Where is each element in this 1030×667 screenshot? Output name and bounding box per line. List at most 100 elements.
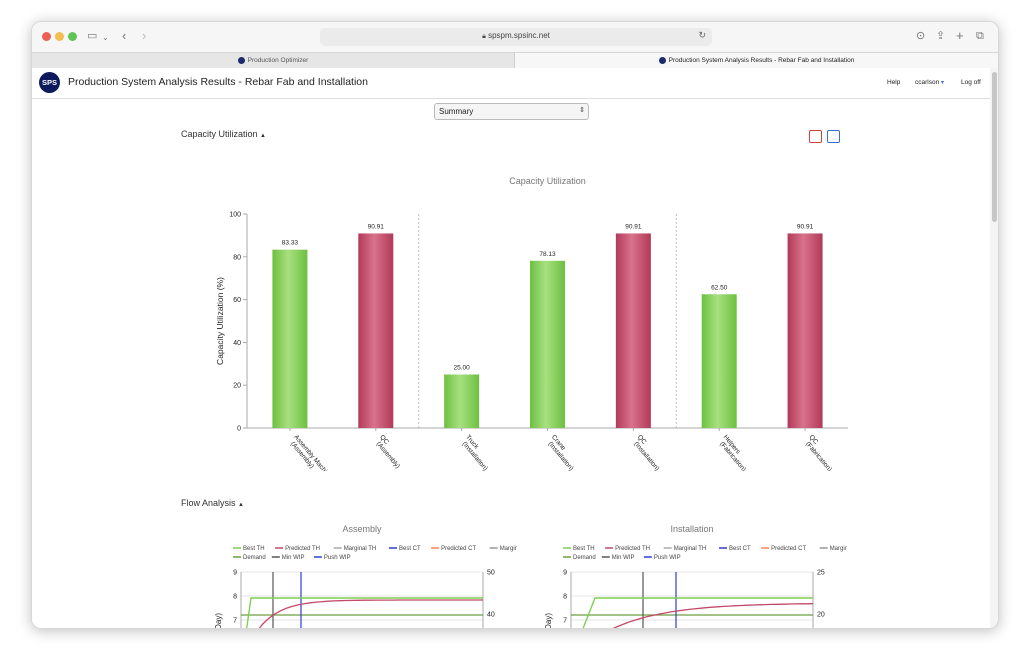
best-th-line [582, 597, 813, 628]
bar[interactable] [358, 233, 394, 428]
user-menu[interactable]: ccarlson ▾ [915, 79, 944, 86]
y-tick-label: 60 [233, 297, 241, 304]
x-tick-label: Helpers(Fabrication) [716, 434, 752, 471]
flow-chart-title: Installation [670, 524, 713, 534]
scrollbar-thumb[interactable] [992, 72, 997, 222]
tab-bar: Production Optimizer Production System A… [32, 52, 998, 69]
legend-label[interactable]: Push WIP [654, 555, 681, 561]
download-icon[interactable]: ⊙ [916, 30, 926, 42]
legend-label[interactable]: Predicted TH [615, 546, 650, 552]
legend-label[interactable]: Best TH [243, 546, 265, 552]
app-header: SPS Production System Analysis Results -… [32, 68, 990, 99]
y-tick-label: 7 [233, 618, 237, 625]
user-name: ccarlson [915, 79, 940, 86]
capacity-utilization-chart: Capacity Utilization 0 20 40 60 80 100 Capacity… [215, 176, 848, 471]
y-tick-label: 8 [233, 594, 237, 601]
y-tick-label: 100 [229, 212, 241, 219]
address-bar[interactable]: 🔒︎ spspm.spsinc.net ↻ [320, 28, 712, 46]
best-th-line [246, 597, 483, 628]
y-tick-label: 80 [233, 254, 241, 261]
y-tick-label: 40 [233, 340, 241, 347]
lock-icon: 🔒︎ [482, 33, 486, 40]
close-window-button[interactable] [42, 32, 51, 41]
capacity-section-toggle[interactable]: Capacity Utilization ▲ [181, 129, 266, 139]
back-icon[interactable]: ‹ [122, 28, 127, 43]
bar-data-label: 78.13 [539, 251, 556, 258]
pdf-export-icon[interactable] [809, 130, 822, 143]
url-text: spspm.spsinc.net [488, 31, 550, 40]
y-tick-label: 8 [563, 594, 567, 601]
legend-label[interactable]: Best TH [573, 546, 595, 552]
legend-label[interactable]: Marginal CT [500, 546, 517, 552]
legend-label[interactable]: Push WIP [324, 555, 351, 561]
y-tick-label: 20 [233, 383, 241, 390]
capacity-section-title: Capacity Utilization [181, 129, 258, 139]
chart-title: Capacity Utilization [509, 176, 586, 186]
x-tick-label: Truck(Installation) [459, 434, 494, 471]
installation-flow-chart: Installation Best TH Predicted TH Marginal … [544, 524, 847, 628]
updown-arrow-icon: ⇕ [579, 107, 585, 114]
assembly-flow-chart: Assembly Best TH Predicted TH Marginal TH Be… [214, 524, 517, 628]
zoom-window-button[interactable] [68, 32, 77, 41]
sps-logo[interactable]: SPS [39, 72, 60, 93]
bar[interactable] [444, 374, 480, 429]
scrollbar[interactable] [990, 68, 998, 628]
bar-data-label: 90.91 [368, 223, 385, 230]
x-tick-label: QC(Installation) [630, 434, 665, 471]
favicon-icon [237, 56, 245, 64]
flow-section-toggle[interactable]: Flow Analysis ▲ [181, 498, 244, 508]
legend-label[interactable]: Predicted CT [771, 546, 806, 552]
bar[interactable] [272, 249, 308, 428]
y2-tick-label: 25 [817, 570, 825, 577]
tab-production-optimizer[interactable]: Production Optimizer [32, 53, 515, 68]
reload-icon[interactable]: ↻ [698, 30, 706, 40]
help-link[interactable]: Help [887, 79, 901, 86]
bar[interactable] [701, 294, 737, 428]
tab-analysis-results[interactable]: Production System Analysis Results - Reb… [515, 53, 998, 68]
y-tick-label: 7 [563, 618, 567, 625]
x-tick-label: Assembly Machine(Assembly) [287, 434, 333, 471]
logoff-link[interactable]: Log off [961, 79, 981, 86]
caret-up-icon: ▲ [238, 502, 244, 508]
legend-label[interactable]: Min WIP [612, 555, 635, 561]
view-select-value: Summary [439, 107, 474, 116]
tab-label: Production Optimizer [247, 57, 309, 64]
sidebar-icon[interactable]: ▭ [87, 30, 98, 42]
caret-down-icon: ▾ [941, 80, 945, 86]
bar[interactable] [615, 233, 651, 428]
y2-tick-label: 20 [817, 612, 825, 619]
flow-chart-title: Assembly [342, 524, 382, 534]
minimize-window-button[interactable] [55, 32, 64, 41]
flow-section-title: Flow Analysis [181, 498, 236, 508]
legend-label[interactable]: Marginal TH [344, 546, 377, 552]
y-tick-label: 0 [237, 426, 241, 433]
new-tab-icon[interactable]: + [956, 28, 964, 43]
y2-tick-label: 50 [487, 570, 495, 577]
tab-overview-icon[interactable]: ⧉ [976, 30, 984, 42]
bar[interactable] [530, 260, 565, 428]
legend-label[interactable]: Best CT [399, 546, 421, 552]
legend-label[interactable]: Demand [573, 555, 596, 561]
x-tick-label: QC(Assembly) [373, 434, 407, 470]
favicon-icon [658, 56, 666, 64]
legend-label[interactable]: Min WIP [282, 555, 305, 561]
browser-toolbar: ▭ ⌄ ‹ › 🔒︎ spspm.spsinc.net ↻ ⊙ ⇪ + ⧉ [32, 22, 998, 52]
bar-data-label: 83.33 [282, 240, 299, 247]
view-select[interactable]: Summary ⇕ [434, 103, 589, 120]
legend-label[interactable]: Marginal TH [674, 546, 707, 552]
bar-data-label: 25.00 [454, 365, 471, 372]
legend-label[interactable]: Predicted CT [441, 546, 476, 552]
bar-data-label: 90.91 [797, 223, 814, 230]
forward-icon[interactable]: › [142, 28, 147, 43]
legend-label[interactable]: Marginal CT [830, 546, 847, 552]
legend-label[interactable]: Predicted TH [285, 546, 320, 552]
excel-export-icon[interactable] [827, 130, 840, 143]
x-tick-label: QC(Fabrication) [802, 434, 838, 471]
x-tick-label: Crane(Installation) [545, 434, 580, 471]
legend-label[interactable]: Demand [243, 555, 266, 561]
bar[interactable] [787, 233, 823, 428]
share-icon[interactable]: ⇪ [936, 30, 946, 42]
legend-label[interactable]: Best CT [729, 546, 751, 552]
page-content: Summary ⇕ Capacity Utilization ▲ Capacit… [32, 99, 990, 628]
chevron-down-icon[interactable]: ⌄ [102, 33, 109, 42]
